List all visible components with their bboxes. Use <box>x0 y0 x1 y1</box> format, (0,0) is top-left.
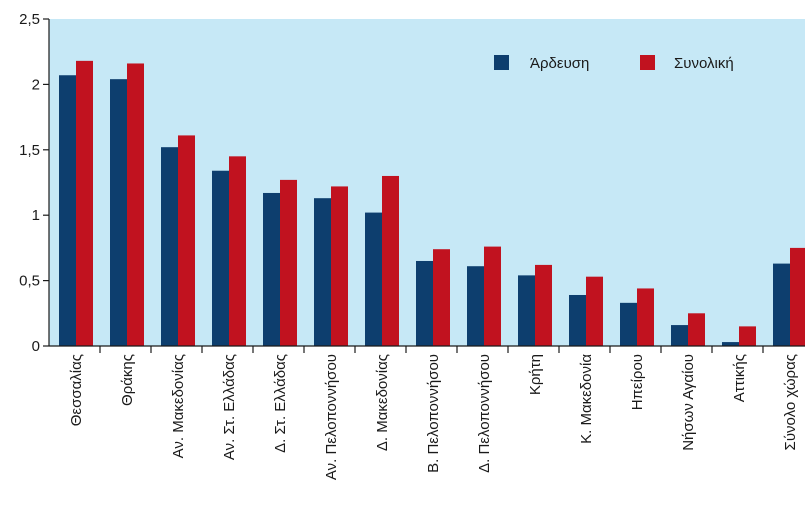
bar-ardeusi-1 <box>110 79 127 346</box>
bar-synoliki-1 <box>127 63 144 347</box>
y-tick-label: 1 <box>32 207 40 224</box>
bar-synoliki-14 <box>790 247 805 346</box>
bar-ardeusi-12 <box>671 325 688 346</box>
bar-ardeusi-3 <box>212 170 229 346</box>
legend-label-synoliki: Συνολική <box>674 55 734 72</box>
x-category-label: Αν. Πελοποννήσου <box>323 354 340 480</box>
x-category-label: Θράκης <box>119 354 136 406</box>
bar-ardeusi-0 <box>59 75 76 346</box>
x-category-label: Αν. Στ. Ελλάδας <box>221 354 238 460</box>
x-category-label: Δ. Μακεδονίας <box>374 354 391 451</box>
bars-group <box>59 60 805 347</box>
bar-ardeusi-7 <box>416 260 433 346</box>
bar-synoliki-4 <box>280 179 297 346</box>
bar-synoliki-8 <box>484 246 501 346</box>
bar-synoliki-6 <box>382 175 399 346</box>
bar-synoliki-13 <box>739 326 756 346</box>
x-category-label: Κ. Μακεδονία <box>578 354 595 444</box>
bar-synoliki-10 <box>586 276 603 346</box>
x-category-label: Ηπείρου <box>629 354 646 410</box>
y-tick-label: 1,5 <box>19 142 40 159</box>
bar-ardeusi-5 <box>314 198 331 346</box>
bar-ardeusi-2 <box>161 147 178 346</box>
y-ticks-group: 0 0,5 1 1,5 2 2,5 <box>19 11 49 355</box>
bar-synoliki-9 <box>535 264 552 346</box>
bar-synoliki-12 <box>688 313 705 346</box>
bar-ardeusi-11 <box>620 302 637 346</box>
y-tick-label: 0 <box>32 338 40 355</box>
y-tick-label: 2 <box>32 76 40 93</box>
bar-ardeusi-6 <box>365 212 382 346</box>
bar-synoliki-2 <box>178 135 195 346</box>
bar-ardeusi-13 <box>722 342 739 346</box>
bar-ardeusi-9 <box>518 275 535 346</box>
x-category-label: Β. Πελοποννήσου <box>425 354 442 473</box>
legend-swatch-ardeusi <box>494 55 509 70</box>
x-category-label: Σύνολο χώρας <box>782 354 799 450</box>
y-tick-label: 2,5 <box>19 11 40 28</box>
x-category-label: Δ. Πελοποννήσου <box>476 354 493 473</box>
bar-synoliki-7 <box>433 249 450 346</box>
x-category-label: Νήσων Αγαίου <box>680 354 697 451</box>
x-category-label: Κρήτη <box>527 354 544 395</box>
legend-swatch-synoliki <box>640 55 655 70</box>
legend: Άρδευση Συνολική <box>494 55 734 72</box>
bar-ardeusi-14 <box>773 263 790 346</box>
x-ticks-group: Θεσσαλίας Θράκης Αν. Μακεδονίας Αν. Στ. Ελλ… <box>68 346 799 480</box>
bar-synoliki-5 <box>331 186 348 346</box>
x-category-label: Θεσσαλίας <box>68 354 85 426</box>
x-category-label: Αν. Μακεδονίας <box>170 354 187 458</box>
x-category-label: Δ. Στ. Ελλάδας <box>272 354 289 453</box>
y-tick-label: 0,5 <box>19 273 40 290</box>
bar-ardeusi-4 <box>263 192 280 346</box>
bar-synoliki-3 <box>229 156 246 346</box>
bar-ardeusi-8 <box>467 266 484 346</box>
legend-label-ardeusi: Άρδευση <box>530 55 589 72</box>
bar-synoliki-0 <box>76 60 93 347</box>
bar-ardeusi-10 <box>569 294 586 346</box>
bar-synoliki-11 <box>637 288 654 346</box>
x-category-label: Αττικής <box>731 354 748 402</box>
